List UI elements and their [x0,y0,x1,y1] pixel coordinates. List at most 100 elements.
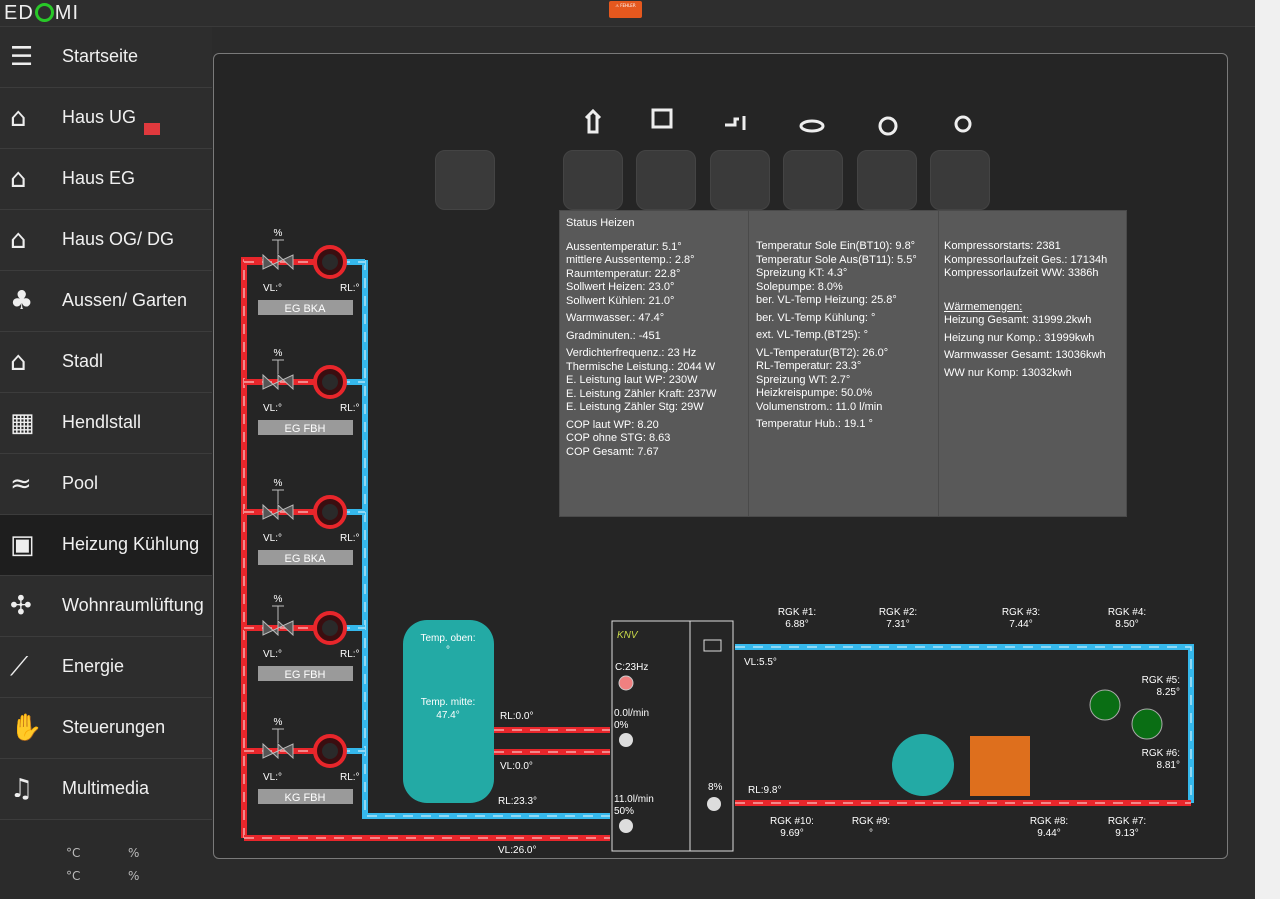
sidebar-item-multimedia[interactable]: ♫ Multimedia [0,759,212,820]
status-column-3: Kompressorstarts: 2381 Kompressorlaufzeit… [939,211,1127,516]
list-icon: ☰ [10,42,34,72]
music-icon: ♫ [10,774,34,804]
sidebar-item-label: Haus OG/ DG [62,229,175,249]
circuit-name-box [258,666,353,681]
status-line: ext. VL-Temp.(BT25): ° [756,329,868,341]
error-badge[interactable]: ⚠ FEHLER [609,1,642,18]
brine-pump-icon [707,797,721,811]
compressor-icon [618,675,634,691]
circuit-rl-label: RL:° [340,649,360,660]
sidebar-item-label: Haus UG [62,107,137,127]
rgk-value: 8.50° [1115,619,1138,630]
flow-value-2: 11.0l/min [614,794,654,805]
sidebar-item-label: Wohnraumlüftung [62,595,204,615]
pipe-label: RL:23.3° [498,796,537,807]
circuit-name-box [258,789,353,804]
heater-nav-button[interactable] [636,150,696,210]
tree-icon: ♣ [10,286,34,316]
sidebar-item-label: Haus EG [62,168,136,188]
cycle-nav-button[interactable] [857,150,917,210]
status-line: Aussentemperatur: 5.1° [566,240,682,253]
pump-nav-button[interactable] [783,150,843,210]
status-title: Status Heizen [566,217,635,229]
status-line: RL-Temperatur: 23.3° [756,360,862,372]
pump-icon [619,819,633,833]
blank-button[interactable] [435,150,495,210]
tank-top-value: ° [446,645,450,656]
rgk-label: RGK #6: [1142,748,1180,759]
chart-icon: ⟋ [10,652,29,682]
sidebar-item-startseite[interactable]: ☰ Startseite [0,27,212,88]
sidebar-item-energie[interactable]: ⟋ Energie [0,637,212,698]
status-line: VL-Temperatur(BT2): 26.0° [756,346,889,359]
rgk-value: 8.25° [1157,687,1180,698]
sidebar-item-aussen-garten[interactable]: ♣ Aussen/ Garten [0,271,212,332]
status-line: Sollwert Kühlen: 21.0° [566,294,675,307]
sidebar: ☰ Startseite ⌂ Haus UG ⌂ Haus EG ⌂ Haus OG/ DG ♣… [0,27,212,899]
brine-pump-percent: 8% [708,782,723,793]
status-line: Kompressorstarts: 2381 [944,240,1061,252]
tap-nav-button[interactable] [710,150,770,210]
status-line: E. Leistung laut WP: 230W [566,374,698,386]
rgk-label: RGK #3: [1002,607,1040,618]
sidebar-item-steuerungen[interactable]: ✋ Steuerungen [0,698,212,759]
top-bar: ED MI ⚠ FEHLER [0,0,1255,27]
pump-percent-1: 0% [614,720,629,731]
valve-percent: % [274,594,283,605]
sidebar-item-label: Energie [62,656,125,676]
sidebar-item-stadl[interactable]: ⌂ Stadl [0,332,212,393]
status-line: Spreizung KT: 4.3° [756,267,848,279]
status-line: Solepumpe: 8.0% [756,280,843,293]
sidebar-item-label: Startseite [62,46,139,66]
status-line: Spreizung WT: 2.7° [756,373,851,386]
status-line: Heizung Gesamt: 31999.2kwh [944,314,1092,326]
mixing-valve-icon [262,253,294,271]
circuit-vl-label: VL:° [263,649,282,660]
stat-unit_c2: °C [66,869,81,883]
rgk-label: RGK #5: [1142,675,1180,686]
house-nav-button[interactable] [563,150,623,210]
circuit-name: EG BKA [285,553,327,565]
settings-nav-button[interactable] [930,150,990,210]
pump-core [322,254,338,270]
sidebar-item-label: Hendlstall [62,412,142,432]
sidebar-item-haus-og-dg[interactable]: ⌂ Haus OG/ DG [0,210,212,271]
sidebar-item-heizung-kühlung[interactable]: ▣ Heizung Kühlung [0,515,212,576]
status-line: COP laut WP: 8.20 [566,418,659,431]
rgk-label: RGK #7: [1108,816,1146,827]
status-line: ber. VL-Temp Heizung: 25.8° [756,294,897,306]
house-icon: ⌂ [10,103,27,133]
house-icon: ⌂ [10,225,27,255]
pump-icon [619,733,633,747]
alarm-indicator [144,123,160,135]
sidebar-item-haus-ug[interactable]: ⌂ Haus UG [0,88,212,149]
pump-core [322,374,338,390]
sidebar-item-wohnraumlüftung[interactable]: ✣ Wohnraumlüftung [0,576,212,637]
hand-icon: ✋ [10,713,43,743]
sidebar-item-haus-eg[interactable]: ⌂ Haus EG [0,149,212,210]
tank-mid-label: Temp. mitte: [421,697,475,708]
circuit-vl-label: VL:° [263,283,282,294]
pump-core [322,620,338,636]
sidebar-item-pool[interactable]: ≈ Pool [0,454,212,515]
status-line: Kompressorlaufzeit WW: 3386h [944,267,1099,279]
rgk-label: RGK #9: [852,816,890,827]
rgk-value: 9.44° [1037,828,1060,839]
status-line: Verdichterfrequenz.: 23 Hz [566,347,697,359]
status-line: Heizkreispumpe: 50.0% [756,387,873,399]
mixing-valve-icon [262,742,294,760]
circuit-vl-label: VL:° [263,403,282,414]
edomi-logo[interactable]: ED MI [4,2,80,24]
status-heating-box: Status Heizen Aussentemperatur: 5.1° mittl… [559,210,1127,517]
circuit-rl-label: RL:° [340,403,360,414]
pipe-label: RL:0.0° [500,711,533,722]
rgk-value: 7.31° [886,619,909,630]
status-line: Temperatur Sole Ein(BT10): 9.8° [756,240,916,252]
circuit-name: EG FBH [285,669,326,681]
sidebar-item-hendlstall[interactable]: ▦ Hendlstall [0,393,212,454]
fan-icon: ✣ [10,591,32,621]
circuit-name-box [258,550,353,565]
status-column-2: Temperatur Sole Ein(BT10): 9.8° Temperatu… [749,211,939,516]
scrollbar[interactable] [1255,0,1280,899]
valve-percent: % [274,717,283,728]
